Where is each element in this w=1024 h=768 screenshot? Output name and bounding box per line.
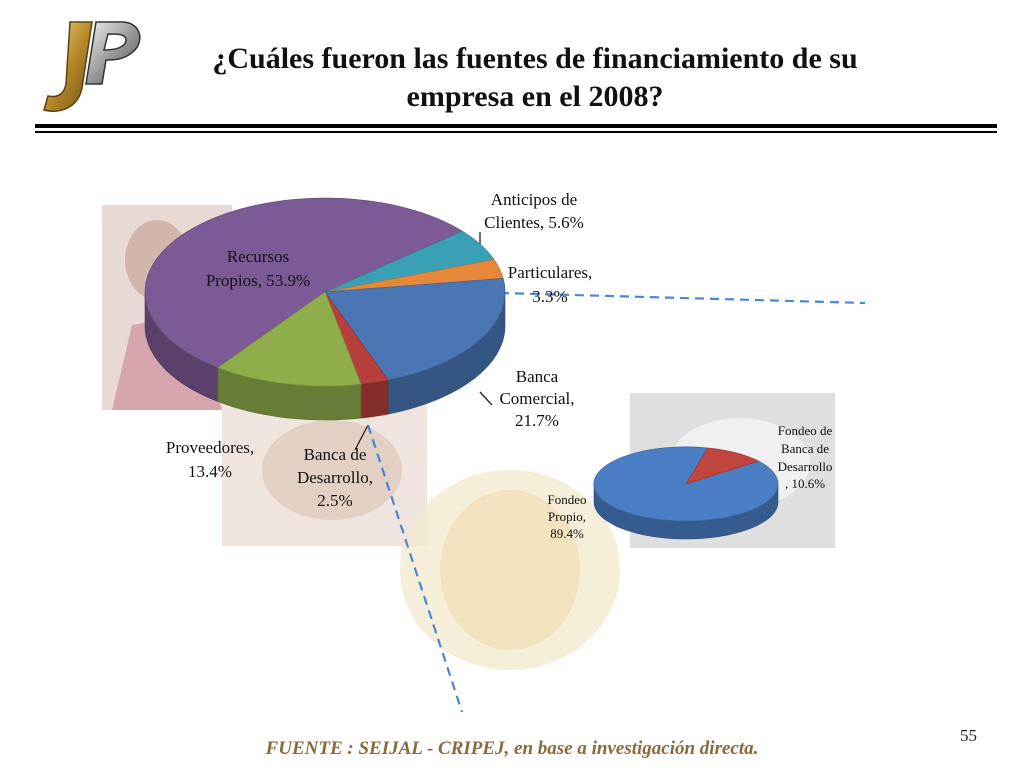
slide-title: ¿Cuáles fueron las fuentes de financiami… <box>150 40 920 116</box>
label-recursos-propios-1: Recursos <box>227 247 289 266</box>
label-banca-desarrollo-2: Desarrollo, <box>297 468 373 487</box>
leader-lines <box>354 232 866 713</box>
title-line-1: ¿Cuáles fueron las fuentes de financiami… <box>212 42 858 75</box>
page-number: 55 <box>960 726 977 745</box>
label-fondeo-banca-4: , 10.6% <box>785 476 825 491</box>
label-banca-desarrollo-3: 2.5% <box>317 491 352 510</box>
label-particulares-1: Particulares, <box>508 263 593 282</box>
leader-banca-comercial <box>479 391 493 406</box>
pie-chart-secondary <box>593 446 779 540</box>
label-recursos-propios-2: Propios, 53.9% <box>206 271 310 290</box>
label-particulares-2: 3.3% <box>532 287 567 306</box>
label-fondeo-propio-1: Fondeo <box>548 492 587 507</box>
source-note: FUENTE : SEIJAL - CRIPEJ, en base a inve… <box>265 738 759 759</box>
pie-slice-proveedores <box>217 291 362 387</box>
label-banca-comercial-1: Banca <box>516 367 559 386</box>
label-proveedores-2: 13.4% <box>188 462 232 481</box>
label-anticipos-1: Anticipos de <box>491 190 577 209</box>
pie-main-labels: Recursos Propios, 53.9% Anticipos de Cli… <box>166 190 592 510</box>
label-anticipos-2: Clientes, 5.6% <box>484 213 584 232</box>
title-divider <box>35 124 997 128</box>
pie-secondary-labels: Fondeo de Banca de Desarrollo , 10.6% Fo… <box>548 423 833 541</box>
title-divider-thin <box>35 131 997 133</box>
pie-slice-fondeo-de-banca-de-desarrollo <box>685 447 760 485</box>
label-proveedores-1: Proveedores, <box>166 438 254 457</box>
label-fondeo-propio-2: Propio, <box>548 509 586 524</box>
label-fondeo-propio-3: 89.4% <box>550 526 584 541</box>
background-photo-necklace <box>222 400 427 546</box>
label-fondeo-banca-2: Banca de <box>781 441 829 456</box>
pie-slice-recursos-propios <box>144 197 464 369</box>
pie-chart-main <box>144 197 506 421</box>
label-banca-comercial-3: 21.7% <box>515 411 559 430</box>
pie-side-banca-de-desarrollo <box>360 379 389 419</box>
label-banca-desarrollo-1: Banca de <box>304 445 367 464</box>
label-fondeo-banca-1: Fondeo de <box>778 423 833 438</box>
label-fondeo-banca-3: Desarrollo <box>778 459 833 474</box>
label-banca-comercial-2: Comercial, <box>499 389 574 408</box>
title-line-2: empresa en el 2008? <box>406 80 664 113</box>
background-photo-corn <box>400 470 620 670</box>
connector-line-bottom <box>366 424 464 713</box>
leader-banca-desarrollo <box>354 424 369 451</box>
jp-logo <box>43 21 141 112</box>
connector-line-top <box>499 291 866 305</box>
